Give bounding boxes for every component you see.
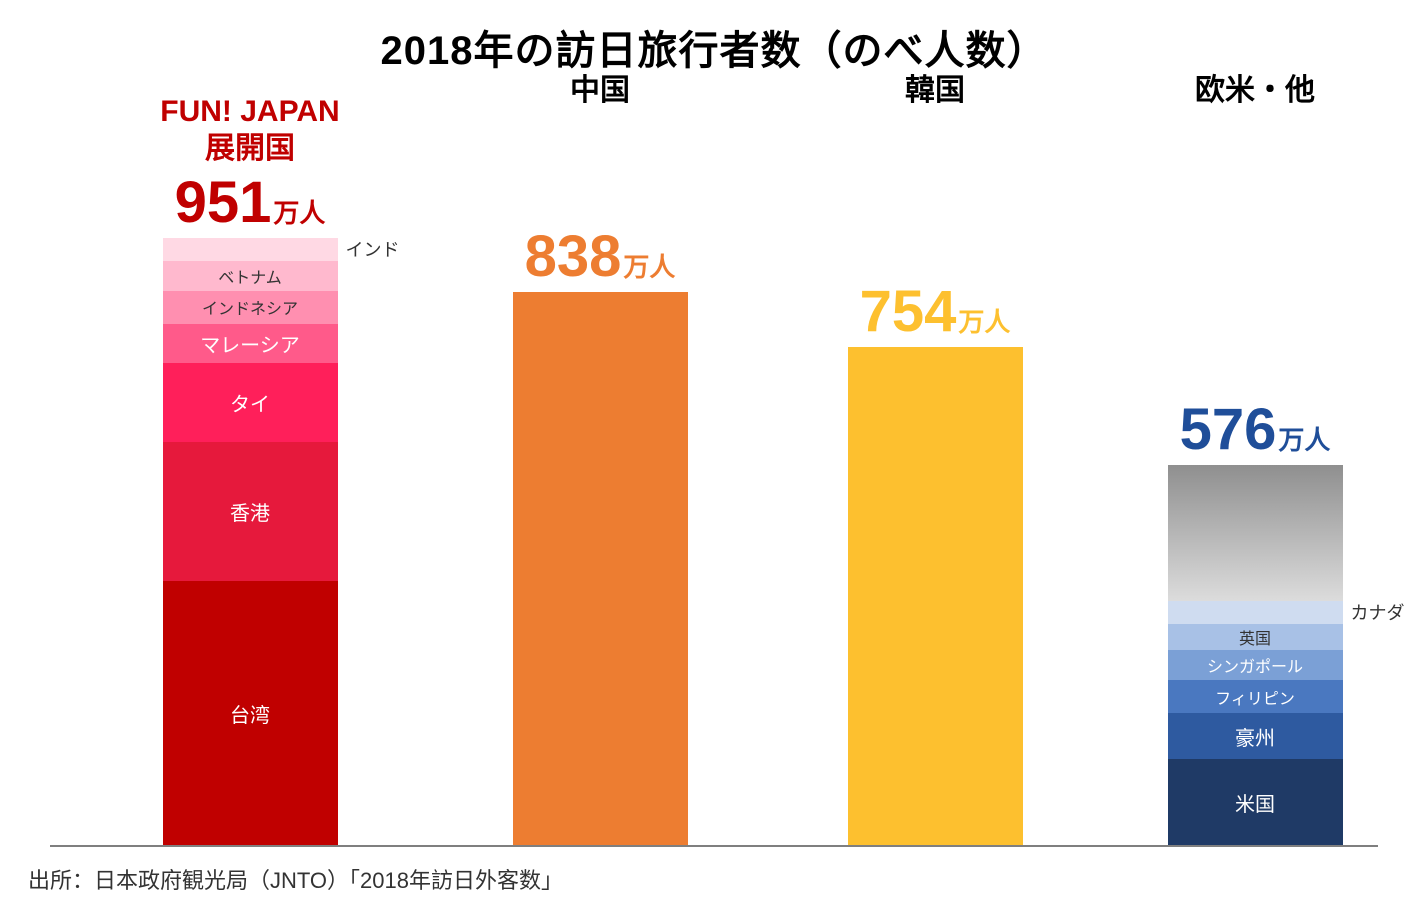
segment-fun-japan-5: ベトナム [163,261,338,291]
segment-label: フィリピン [1215,685,1295,709]
bar-china [513,292,688,845]
segment-label: 豪州 [1235,722,1275,751]
segment-west-other-2: フィリピン [1168,680,1343,713]
chart-area: FUN! JAPAN展開国951万人台湾香港タイマレーシアインドネシアベトナムイ… [50,90,1378,847]
segment-korea-0 [848,347,1023,845]
value-label-korea: 754万人 [860,283,1011,341]
segment-label: カナダ [1343,599,1405,625]
segment-fun-japan-3: マレーシア [163,324,338,364]
segment-label: マレーシア [200,329,300,358]
segment-fun-japan-0: 台湾 [163,581,338,845]
segment-fun-japan-4: インドネシア [163,291,338,324]
category-label-fun-japan: FUN! JAPAN 展開国 [160,93,339,168]
category-label-west-other: 欧米・他 [1195,72,1315,110]
category-label-line: 中国 [570,74,630,107]
segment-label: インドネシア [202,295,298,319]
segment-china-0 [513,292,688,845]
value-number: 576 [1180,401,1277,459]
segment-label: ベトナム [218,264,282,288]
segment-label: 米国 [1235,788,1275,817]
segment-west-other-6 [1168,465,1343,601]
value-number: 754 [860,283,957,341]
segment-west-other-3: シンガポール [1168,650,1343,680]
category-label-line: 欧米・他 [1195,74,1315,107]
value-label-fun-japan: 951万人 [175,174,326,232]
segment-fun-japan-6: インド [163,238,338,261]
source-citation: 出所：日本政府観光局（JNTO）「2018年訪日外客数」 [28,863,563,895]
segment-label: インド [338,236,400,262]
segment-fun-japan-2: タイ [163,363,338,442]
segment-west-other-0: 米国 [1168,759,1343,845]
segment-label: シンガポール [1207,653,1303,677]
value-number: 838 [525,228,622,286]
column-fun-japan: FUN! JAPAN 展開国 951万人台湾 香港 タイ マレーシア インドネシアベトナム イ… [85,93,415,845]
bar-west-other: 米国 豪州 フィリピン シンガポール英国カナダ [1168,465,1343,845]
value-unit: 万人 [1278,420,1330,457]
category-label-line: FUN! JAPAN [160,95,339,128]
segment-label: タイ [230,388,270,417]
category-label-china: 中国 [570,72,630,110]
value-unit: 万人 [623,247,675,284]
category-label-line: 韓国 [905,74,965,107]
category-label-korea: 韓国 [905,72,965,110]
value-label-west-other: 576万人 [1180,401,1331,459]
category-label-line: 展開国 [205,132,295,165]
segment-fun-japan-1: 香港 [163,442,338,581]
segment-west-other-1: 豪州 [1168,713,1343,759]
segment-west-other-5: カナダ [1168,601,1343,624]
column-west-other: 欧米・他576万人米国豪州フィリピンシンガポール英国カナダ [1090,72,1420,845]
bar-korea [848,347,1023,845]
column-korea: 韓国 754万人 [770,72,1100,845]
segment-label: 英国 [1239,625,1271,649]
segment-west-other-4: 英国 [1168,624,1343,650]
value-label-china: 838万人 [525,228,676,286]
value-number: 951 [175,174,272,232]
baseline [50,845,1378,847]
bar-fun-japan: 台湾 香港 タイ マレーシア インドネシアベトナム インド [163,238,338,845]
segment-label: 香港 [230,497,270,526]
chart-title: 2018年の訪日旅行者数（のべ人数） [0,0,1428,76]
segment-label: 台湾 [230,699,270,728]
column-china: 中国 838万人 [435,72,765,845]
value-unit: 万人 [958,302,1010,339]
value-unit: 万人 [273,193,325,230]
